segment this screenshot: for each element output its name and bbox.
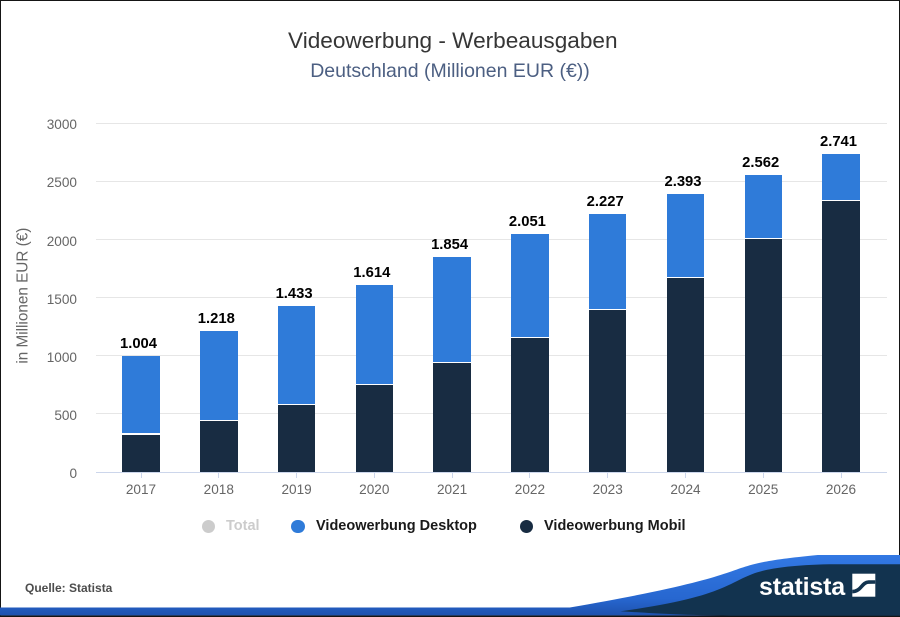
svg-text:statista: statista [759,573,846,601]
